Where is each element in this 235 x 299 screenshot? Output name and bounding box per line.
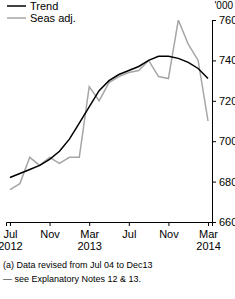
series-line <box>10 56 208 177</box>
y-tick: 680 <box>212 176 235 188</box>
legend-swatch <box>7 5 26 7</box>
y-tick: 700 <box>212 135 235 147</box>
plot-area <box>10 20 208 190</box>
x-tick: Nov <box>40 222 60 240</box>
x-tick-label: Jul2012 <box>0 228 23 252</box>
chart: 660680700720740760'000Jul2012NovMar2013J… <box>0 0 235 299</box>
x-tick-mark <box>168 222 169 226</box>
x-tick-label: Nov <box>40 228 60 240</box>
x-tick-label: Nov <box>159 228 179 240</box>
y-tick-mark <box>212 101 216 102</box>
y-tick-label: 680 <box>219 176 235 188</box>
x-tick: Jul2012 <box>0 222 23 252</box>
x-tick: Jul <box>122 222 136 240</box>
x-tick-label: Jul <box>122 228 136 240</box>
legend-label: Seas adj. <box>30 12 76 24</box>
y-tick: 720 <box>212 95 235 107</box>
y-tick-mark <box>212 141 216 142</box>
y-tick: 740 <box>212 54 235 66</box>
y-tick-label: 700 <box>219 135 235 147</box>
x-axis: Jul2012 Nov Mar2013 Jul Nov Mar2014 <box>0 222 221 252</box>
series-line <box>10 20 208 190</box>
x-tick-mark <box>50 222 51 226</box>
y-tick-mark <box>212 182 216 183</box>
y-axis: 660 680 700 720 740 760 <box>212 14 235 228</box>
legend-label: Trend <box>30 0 58 12</box>
x-tick-label: Mar2014 <box>196 228 220 252</box>
y-tick-label: 720 <box>219 95 235 107</box>
x-tick-mark <box>89 222 90 226</box>
y-axis-title: '000 <box>214 0 233 11</box>
legend: TrendSeas adj. <box>7 0 76 24</box>
x-tick-mark <box>10 222 11 226</box>
y-tick-mark <box>212 60 216 61</box>
x-tick-mark <box>129 222 130 226</box>
y-tick: 660 <box>212 216 235 228</box>
x-tick-label: Mar2013 <box>77 228 101 252</box>
footnote: — see Explanatory Notes 12 & 13. <box>3 274 141 284</box>
legend-swatch <box>7 17 26 19</box>
y-tick-mark <box>212 20 216 21</box>
y-tick-label: 660 <box>219 216 235 228</box>
x-tick-mark <box>208 222 209 226</box>
y-axis-line <box>213 21 217 223</box>
x-tick: Mar2014 <box>196 222 220 252</box>
x-tick: Mar2013 <box>77 222 101 252</box>
footnote: (a) Data revised from Jul 04 to Dec13 <box>3 260 153 270</box>
y-tick: 760 <box>212 14 235 26</box>
y-tick-label: 740 <box>219 54 235 66</box>
x-tick: Nov <box>159 222 179 240</box>
y-tick-label: 760 <box>219 14 235 26</box>
x-axis-line <box>7 223 213 227</box>
